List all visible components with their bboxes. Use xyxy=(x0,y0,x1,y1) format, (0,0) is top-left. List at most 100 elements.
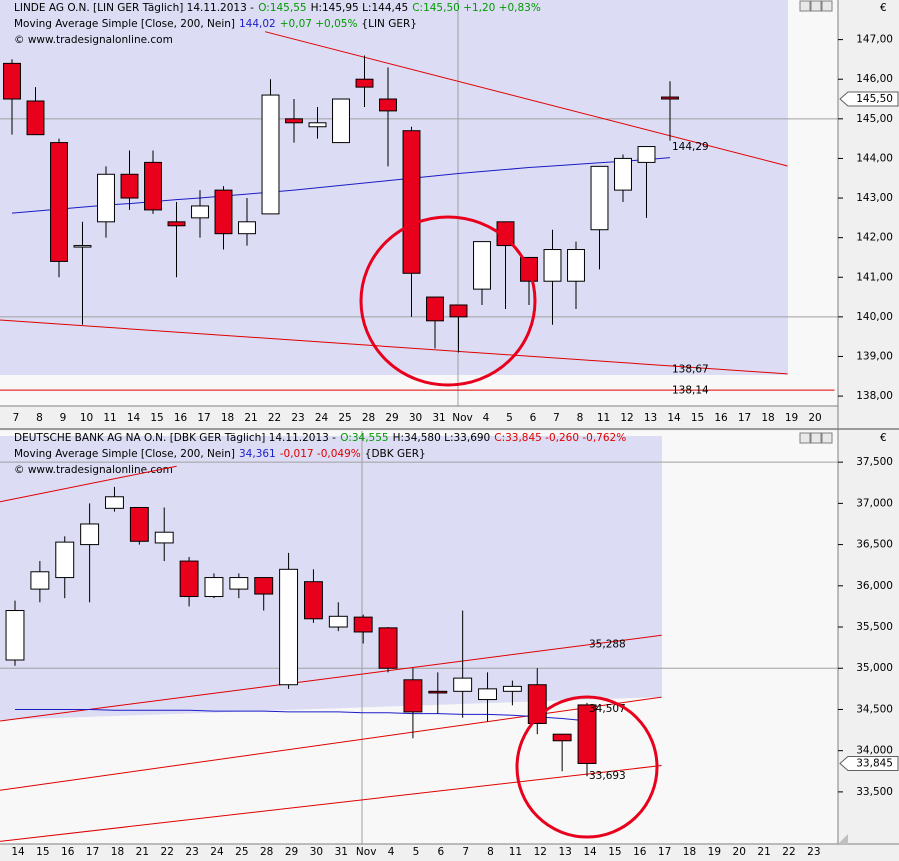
candle-body xyxy=(353,616,373,633)
x-tick-label: 8 xyxy=(487,846,494,858)
header-text: © www.tradesignalonline.com xyxy=(14,464,173,476)
x-tick-label: 23 xyxy=(291,412,304,424)
candle-body xyxy=(229,577,249,590)
y-tick-label: 35,000 xyxy=(856,662,893,674)
candle-body xyxy=(449,304,468,318)
x-tick-label: 21 xyxy=(136,846,149,858)
x-tick-label: 5 xyxy=(413,846,420,858)
scroll-right-button[interactable] xyxy=(810,0,822,12)
x-tick-label: 25 xyxy=(338,412,351,424)
x-tick-label: 18 xyxy=(111,846,124,858)
x-tick-label: 11 xyxy=(509,846,522,858)
x-tick-label: 17 xyxy=(658,846,671,858)
header-text: C:33,845 -0,260 -0,762% xyxy=(494,432,626,444)
x-tick-label: 18 xyxy=(683,846,696,858)
trendline xyxy=(264,31,788,167)
x-tick-label: 15 xyxy=(691,412,704,424)
x-tick-label: 15 xyxy=(36,846,49,858)
header-line: DEUTSCHE BANK AG NA O.N. [DBK GER Täglic… xyxy=(14,432,626,444)
candle-body xyxy=(661,96,679,100)
trendline-label: 144,29 xyxy=(672,141,709,153)
candle-body xyxy=(30,571,50,590)
candle-body xyxy=(567,249,585,282)
candle-body xyxy=(144,161,162,211)
header-line: © www.tradesignalonline.com xyxy=(14,34,173,46)
header-line: Moving Average Simple [Close, 200, Nein]… xyxy=(14,448,426,460)
x-tick-label: 15 xyxy=(150,412,163,424)
candle-body xyxy=(191,205,209,219)
y-tick-label: 35,500 xyxy=(856,621,893,633)
x-tick-label: 20 xyxy=(733,846,746,858)
x-tick-label: 8 xyxy=(577,412,584,424)
header-text: LINDE AG O.N. [LIN GER Täglich] 14.11.20… xyxy=(14,2,254,14)
x-tick-label: 18 xyxy=(761,412,774,424)
y-tick-label: 36,000 xyxy=(856,580,893,592)
candle-body xyxy=(403,679,423,713)
moving-average-line xyxy=(11,157,671,214)
x-tick-label: 21 xyxy=(244,412,257,424)
x-tick-label: 25 xyxy=(235,846,248,858)
x-tick-label: 24 xyxy=(315,412,329,424)
y-tick-label: 37,500 xyxy=(856,456,893,468)
x-tick-label: 4 xyxy=(483,412,490,424)
candle-body xyxy=(402,130,421,274)
candle-body xyxy=(496,221,515,247)
close-button[interactable] xyxy=(821,0,833,12)
highlight-region xyxy=(0,0,788,375)
x-tick-label: 8 xyxy=(36,412,43,424)
candle-body xyxy=(26,100,45,136)
highlight-circle xyxy=(359,215,537,387)
trendline-label: 33,693 xyxy=(589,770,626,782)
candle-body xyxy=(279,568,299,686)
x-tick-label: 16 xyxy=(633,846,647,858)
header-text: 144,02 xyxy=(239,18,276,30)
panel-buttons[interactable] xyxy=(799,0,833,444)
trendline xyxy=(0,696,662,791)
header-text: DEUTSCHE BANK AG NA O.N. [DBK GER Täglic… xyxy=(14,432,336,444)
trendline-label: 34,507 xyxy=(589,703,626,715)
header-text: 34,361 xyxy=(239,448,276,460)
candle-body xyxy=(502,685,522,692)
last-price-label: 33,845 xyxy=(856,757,893,769)
x-tick-label: 20 xyxy=(808,412,821,424)
y-tick-label: 37,000 xyxy=(856,497,893,509)
candle-body xyxy=(80,523,100,546)
x-tick-label: 22 xyxy=(268,412,281,424)
close-button[interactable] xyxy=(821,432,833,444)
highlight-region xyxy=(0,436,662,720)
candle-body xyxy=(97,173,115,223)
candle-body xyxy=(50,142,68,262)
scroll-left-button[interactable] xyxy=(799,0,811,12)
header-text: -0,017 -0,049% xyxy=(280,448,361,460)
candle-body xyxy=(179,560,199,598)
candle-body xyxy=(204,577,224,598)
candle-body xyxy=(308,122,327,128)
scroll-right-button[interactable] xyxy=(810,432,822,444)
x-tick-label: 17 xyxy=(738,412,751,424)
x-tick-label: 13 xyxy=(558,846,571,858)
header-text: {LIN GER} xyxy=(361,18,417,30)
y-tick-label: 146,00 xyxy=(856,73,893,85)
x-tick-label: 28 xyxy=(260,846,273,858)
x-tick-label: 12 xyxy=(534,846,547,858)
candle-body xyxy=(637,146,656,163)
x-tick-label: 7 xyxy=(553,412,560,424)
candle-body xyxy=(55,541,75,579)
x-tick-label: 23 xyxy=(807,846,820,858)
scroll-left-button[interactable] xyxy=(799,432,811,444)
x-tick-label: 14 xyxy=(11,846,25,858)
x-tick-label: 16 xyxy=(61,846,75,858)
candle-body xyxy=(238,221,256,235)
highlight-circle xyxy=(515,695,659,839)
x-tick-label: 30 xyxy=(409,412,422,424)
candle-body xyxy=(5,610,25,661)
candle-body xyxy=(154,531,174,544)
x-tick-label: 14 xyxy=(667,412,681,424)
candle-body xyxy=(543,249,562,282)
last-price-tag xyxy=(839,91,899,107)
x-tick-label: 29 xyxy=(385,412,398,424)
trendline-label: 138,14 xyxy=(672,385,709,397)
candle-body xyxy=(214,189,233,235)
